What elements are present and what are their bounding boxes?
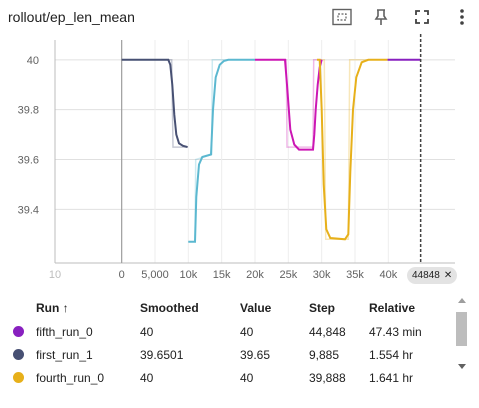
cell-step: 9,885 (309, 347, 340, 362)
smoothed-series-line (255, 58, 323, 151)
x-tick-label: 35k (346, 269, 364, 281)
col-relative[interactable]: Relative (369, 301, 416, 315)
chart-title: rollout/ep_len_mean (8, 9, 135, 25)
step-hover-label: 44848 (412, 270, 440, 281)
run-color-dot (12, 372, 24, 383)
cell-smoothed: 39.6501 (140, 347, 184, 362)
table-row: first_run_1 39.6501 39.65 9,885 1.554 hr (0, 343, 454, 366)
fullscreen-button[interactable] (411, 6, 433, 28)
cell-relative: 47.43 min (369, 324, 422, 339)
run-data-table: Run ↑ Smoothed Value Step Relative fifth… (0, 296, 454, 403)
x-tick-label: 40k (379, 269, 397, 281)
cell-step: 44,848 (309, 324, 346, 339)
table-header: Run ↑ Smoothed Value Step Relative (0, 296, 454, 320)
step-hover-chip[interactable]: 44848 ✕ (407, 267, 458, 284)
fit-to-domain-button[interactable] (331, 6, 353, 28)
x-tick-label: 25k (279, 269, 297, 281)
run-color-dot (12, 326, 24, 337)
line-chart[interactable]: 39.4 39.6 39.8 40 10 0 5,000 10k 15k 20k 25k 30k 35k… (0, 34, 479, 290)
x-tick-label: 10k (179, 269, 197, 281)
smoothed-series-line (121, 58, 188, 149)
smoothed-series-line (188, 58, 255, 243)
col-step[interactable]: Step (309, 301, 336, 315)
cell-step: 39,888 (309, 370, 346, 385)
col-value[interactable]: Value (240, 301, 272, 315)
cell-value: 40 (240, 370, 254, 385)
scroll-down-icon[interactable] (458, 364, 466, 369)
x-tick-label: 20k (246, 269, 264, 281)
smoothed-series-line (317, 58, 388, 241)
fullscreen-icon (415, 10, 429, 24)
x-tick-label: 15k (213, 269, 231, 281)
cell-run: fourth_run_0 (36, 370, 105, 385)
more-options-button[interactable] (451, 6, 473, 28)
y-tick-label: 39.4 (18, 204, 39, 216)
y-tick-label: 39.6 (18, 155, 39, 167)
y-tick-label: 39.8 (18, 105, 39, 117)
card-header: rollout/ep_len_mean (0, 0, 479, 34)
raw-series-line (319, 59, 388, 241)
run-color-dot (12, 349, 24, 360)
chart-svg[interactable]: 39.4 39.6 39.8 40 10 0 5,000 10k 15k 20k 25k 30k 35k… (0, 34, 479, 290)
table-row: fourth_run_0 40 40 39,888 1.641 hr (0, 366, 454, 389)
pin-icon (374, 9, 388, 25)
cell-smoothed: 40 (140, 370, 154, 385)
col-smoothed[interactable]: Smoothed (140, 301, 199, 315)
cell-relative: 1.641 hr (369, 370, 414, 385)
table-row: fifth_run_0 40 40 44,848 47.43 min (0, 320, 454, 343)
fit-to-domain-icon (332, 8, 352, 26)
table-scrollbar[interactable] (455, 296, 469, 403)
cell-run: fifth_run_0 (36, 324, 93, 339)
x-tick-label: 0 (119, 269, 125, 281)
cell-value: 39.65 (240, 347, 271, 362)
more-vert-icon (460, 9, 464, 25)
x-tick-label: 10 (49, 269, 61, 281)
scroll-up-icon[interactable] (458, 298, 466, 303)
x-tick-label: 30k (313, 269, 331, 281)
y-tick-label: 40 (27, 55, 39, 67)
col-run[interactable]: Run ↑ (36, 301, 69, 315)
cell-run: first_run_1 (36, 347, 93, 362)
x-tick-label: 5,000 (141, 269, 169, 281)
pin-button[interactable] (370, 6, 392, 28)
cell-value: 40 (240, 324, 254, 339)
scrollbar-thumb[interactable] (456, 312, 467, 346)
cell-smoothed: 40 (140, 324, 154, 339)
close-icon[interactable]: ✕ (443, 270, 453, 281)
cell-relative: 1.554 hr (369, 347, 414, 362)
